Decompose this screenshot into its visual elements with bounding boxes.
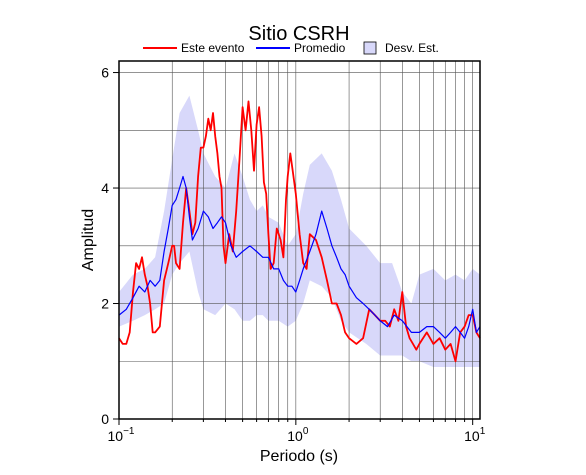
legend-label-este-evento: Este evento	[181, 41, 245, 55]
series-line-este-evento	[118, 100, 481, 363]
x-tick-label: 100	[287, 426, 309, 444]
y-tick-label: 4	[101, 180, 109, 196]
series-layer	[118, 100, 481, 363]
legend: Este evento Promedio Desv. Est.	[143, 41, 439, 55]
chart-title: Sitio CSRH	[248, 23, 349, 45]
y-tick-label: 6	[101, 65, 109, 81]
plot-area	[118, 60, 481, 420]
legend-swatch-desv-est	[363, 41, 377, 55]
grid-layer	[119, 61, 480, 419]
x-tick-label: 10−1	[108, 426, 135, 444]
legend-label-desv-est: Desv. Est.	[385, 41, 439, 55]
series-line-promedio	[118, 175, 481, 339]
legend-label-promedio: Promedio	[294, 41, 346, 55]
plot-frame	[118, 60, 481, 420]
x-axis-label: Periodo (s)	[260, 448, 338, 465]
x-tick-label: 101	[464, 426, 486, 444]
y-axis-label: Amplitud	[80, 209, 97, 271]
y-tick-label: 0	[101, 411, 109, 427]
axis-layer: 0 2 4 6 10−1 100 101	[101, 65, 485, 444]
y-tick-label: 2	[101, 296, 109, 312]
